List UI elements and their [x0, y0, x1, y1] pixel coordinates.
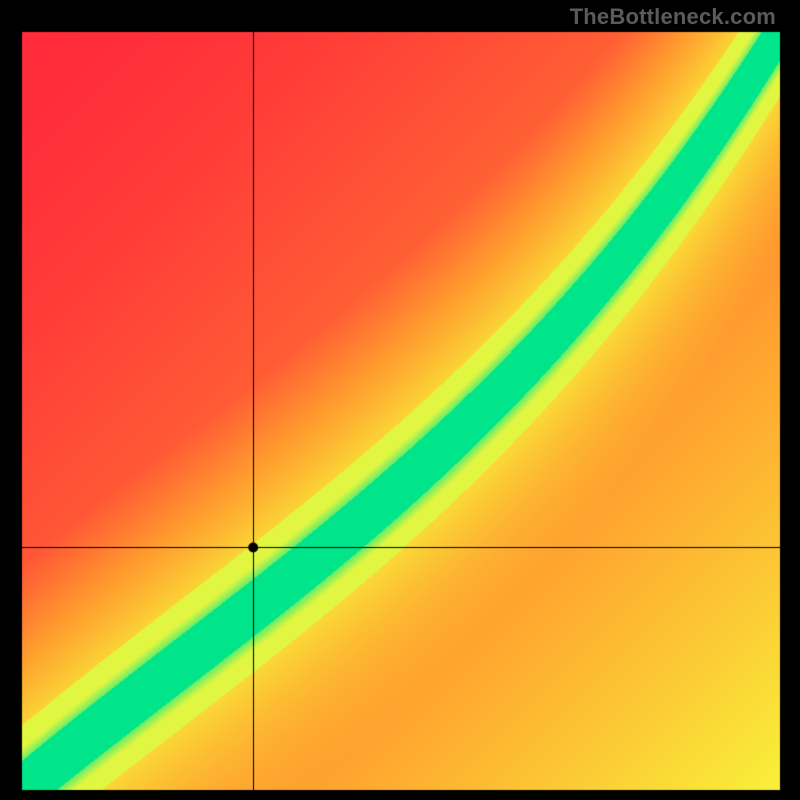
- bottleneck-heatmap: [0, 0, 800, 800]
- attribution-label: TheBottleneck.com: [570, 4, 776, 30]
